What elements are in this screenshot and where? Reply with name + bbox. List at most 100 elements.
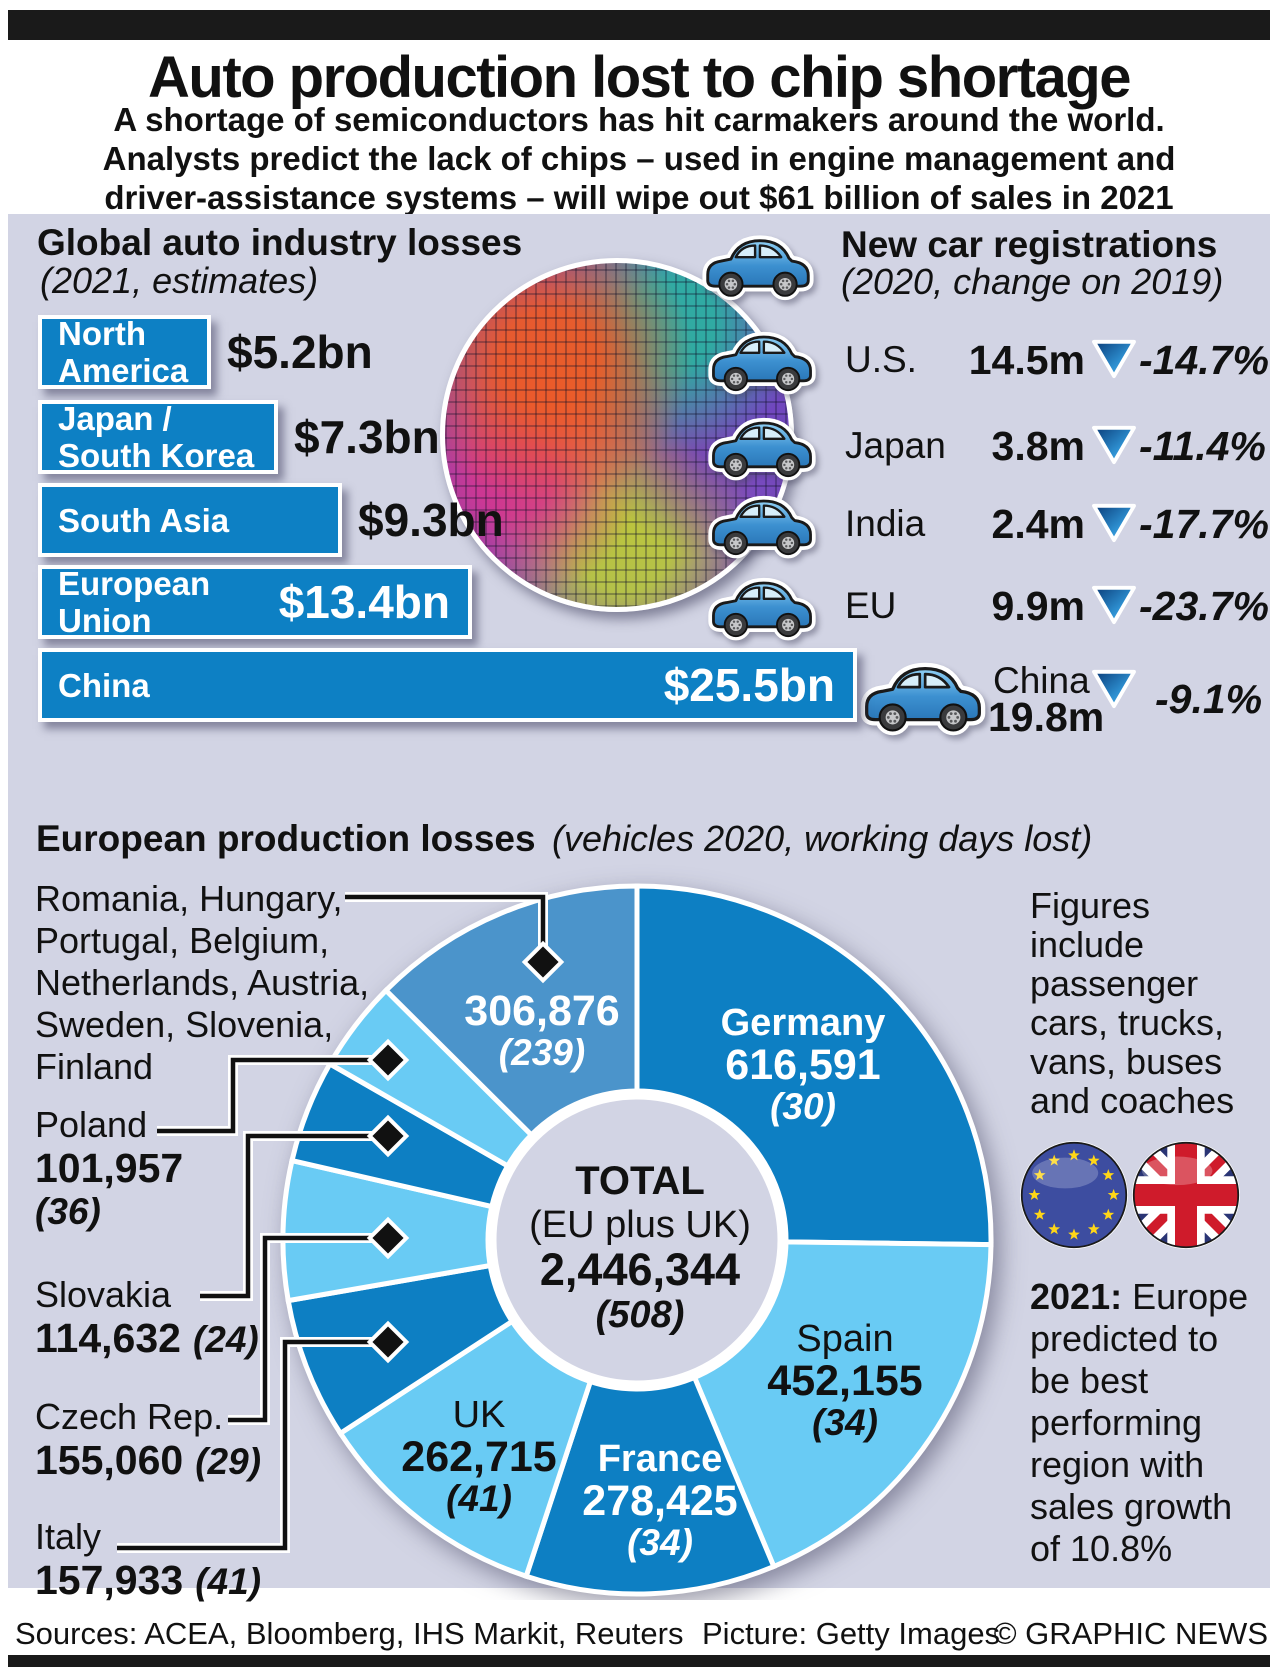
outside-label-value: 157,933 [35, 1557, 184, 1603]
eu-star [1048, 1154, 1061, 1166]
figures-note-line: vans, buses [1030, 1041, 1223, 1082]
registration-value: 14.5m [968, 337, 1085, 383]
losses-section-title: Global auto industry losses [37, 222, 523, 263]
car-icon [706, 405, 818, 482]
eu-star [1102, 1169, 1115, 1181]
registration-country: China [993, 660, 1090, 701]
registration-country: EU [845, 585, 897, 626]
loss-bar-value: $5.2bn [227, 326, 373, 378]
car-icon [700, 222, 816, 302]
callout-diamond-poland [366, 1038, 410, 1082]
outside-label-poland: Poland 101,957 (36) [35, 1104, 183, 1234]
registration-change: -9.1% [1155, 676, 1263, 722]
slice-name: France [597, 1438, 723, 1480]
decrease-triangle-icon [1091, 502, 1137, 544]
slice-name: Spain [796, 1318, 894, 1360]
outside-label-name: Romania, Hungary, [35, 878, 343, 919]
loss-bar-region: South Asia [58, 501, 230, 539]
top-rule [8, 10, 1270, 40]
eu-star [1087, 1223, 1100, 1235]
slice-label-uk: UK 262,715 (41) [401, 1394, 556, 1520]
callout-line-italy [117, 1339, 376, 1551]
registration-value: 9.9m [991, 583, 1085, 629]
production-donut-chart [117, 883, 994, 1597]
outside-label-value: 114,632 [35, 1315, 181, 1361]
loss-bar-region: Union [58, 602, 152, 639]
outside-label-value: 155,060 [35, 1437, 184, 1483]
slice-value: 278,425 [582, 1477, 738, 1525]
production-section-header: European production losses (vehicles 202… [36, 818, 1092, 860]
figures-note-line: include [1030, 924, 1145, 965]
registrations-section-title: New car registrations [841, 224, 1218, 265]
outside-label-name: Sweden, Slovenia, [35, 1004, 334, 1045]
total-label: TOTAL [575, 1159, 705, 1203]
outside-label-czech: Czech Rep. 155,060 (29) [35, 1396, 261, 1484]
picture-credit: Picture: Getty Images [702, 1616, 1001, 1651]
outlook-note-line: performing [1030, 1402, 1203, 1443]
slice-days: (34) [627, 1522, 693, 1563]
production-section-title: European production losses [36, 818, 536, 859]
outlook-note-line: be best [1030, 1360, 1149, 1401]
figures-note: Figures include passenger cars, trucks, vans… [1030, 886, 1234, 1120]
callout-diamond-czech [366, 1216, 410, 1260]
total-scope: (EU plus UK) [529, 1204, 751, 1246]
outside-label-romania_group: Romania, Hungary, Portugal, Belgium, Nethe… [35, 878, 369, 1088]
loss-bar-region: Japan / [58, 400, 172, 437]
registration-change: -14.7% [1139, 337, 1269, 383]
registration-change: -17.7% [1139, 501, 1269, 547]
eu-star [1028, 1188, 1041, 1200]
slice-name: UK [452, 1394, 506, 1436]
loss-bar-region: European [58, 565, 211, 602]
slice-value: 262,715 [401, 1433, 557, 1481]
outside-label-value-row: 155,060 (29) [35, 1438, 261, 1484]
eu-flag-icon [1020, 1141, 1128, 1249]
eu-star [1033, 1208, 1046, 1220]
outside-label-name: Finland [35, 1046, 154, 1087]
registration-value: 3.8m [991, 423, 1085, 469]
page-subtitle-line-2: Analysts predict the lack of chips – use… [102, 140, 1176, 177]
figures-note-line: passenger [1030, 963, 1199, 1004]
loss-bar-region: South Korea [58, 437, 255, 474]
outlook-note-line: region with [1030, 1444, 1205, 1485]
loss-bar: Japan / South Korea [38, 400, 278, 474]
eu-star [1068, 1149, 1080, 1161]
slice-value: 306,876 [464, 987, 620, 1035]
registration-value: 19.8m [988, 694, 1105, 740]
loss-bar-region: China [58, 666, 150, 704]
outlook-note-line: of 10.8% [1030, 1528, 1173, 1569]
callout-line-poland [157, 1057, 376, 1134]
slice-value: 616,591 [725, 1041, 881, 1089]
outside-label-days: (36) [35, 1191, 101, 1232]
loss-bar-region: America [58, 352, 189, 389]
decrease-triangle-icon [1091, 338, 1137, 380]
uk-flag-icon [1132, 1141, 1240, 1249]
outlook-note-line: 2021: Europe [1030, 1276, 1248, 1318]
slice-days: (41) [446, 1478, 512, 1519]
sources-credit: Sources: ACEA, Bloomberg, IHS Markit, Re… [15, 1616, 684, 1651]
decrease-triangle-icon [1091, 668, 1137, 710]
loss-bar-value: $9.3bn [358, 494, 504, 546]
outside-label-value-row: 101,957 (36) [35, 1146, 183, 1234]
page-subtitle-line-1: A shortage of semiconductors has hit car… [113, 101, 1165, 138]
outside-label-slovakia: Slovakia 114,632 (24) [35, 1274, 259, 1362]
outlook-note: 2021: Europe predicted to be best performing… [1030, 1276, 1248, 1570]
registration-change: -11.4% [1139, 423, 1266, 469]
outlook-year: 2021: [1030, 1276, 1123, 1317]
registrations-section-subtitle: (2020, change on 2019) [841, 261, 1224, 302]
slice-label-france: France 278,425 (34) [582, 1438, 737, 1564]
outlook-note-line: sales growth [1030, 1486, 1233, 1527]
outside-label-value-row: 157,933 (41) [35, 1558, 261, 1604]
decrease-triangle-icon [1091, 424, 1137, 466]
eu-star [1102, 1208, 1115, 1220]
figures-note-line: and coaches [1030, 1080, 1235, 1121]
slice-label-germany: Germany 616,591 (30) [721, 1002, 886, 1128]
callout-diamond-slovakia [366, 1114, 410, 1158]
slice-name: Germany [720, 1002, 886, 1044]
outlook-note-line: predicted to [1030, 1318, 1219, 1359]
loss-bar-value: $25.5bn [663, 659, 835, 711]
production-section-subtitle: (vehicles 2020, working days lost) [552, 818, 1093, 859]
callout-line-slovakia [200, 1133, 376, 1299]
page-subtitle-line-3: driver-assistance systems – will wipe ou… [104, 179, 1174, 216]
total-days: (508) [595, 1294, 685, 1336]
losses-section-subtitle: (2021, estimates) [40, 260, 319, 301]
